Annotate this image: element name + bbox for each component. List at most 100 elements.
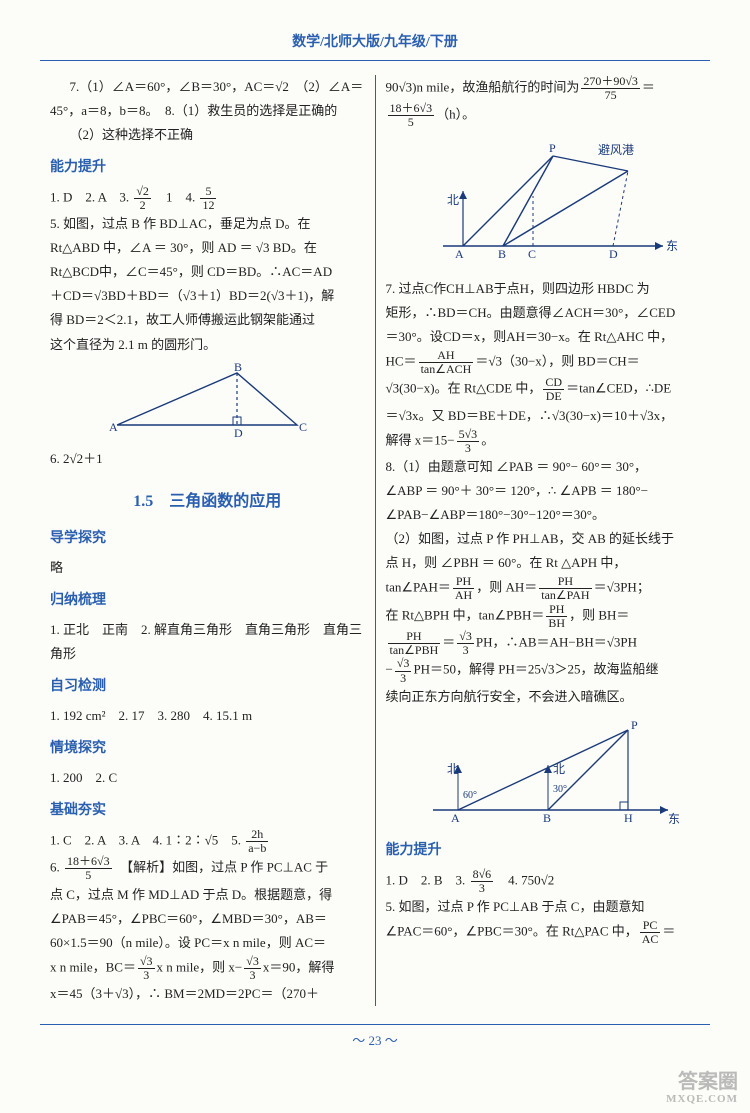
body-text: x＝45（3＋√3），∴ BM＝2MD＝2PC＝（270＋ bbox=[50, 982, 365, 1006]
svg-text:东: 东 bbox=[666, 239, 678, 253]
right-column: 90√3)n mile，故渔船航行的时间为270＋90√375＝ 18＋6√35… bbox=[376, 75, 711, 1006]
body-text: 略 bbox=[50, 556, 365, 580]
fraction: √33 bbox=[395, 657, 412, 684]
body-text: ∠ABP ＝ 90°＋ 30°＝ 120°，∴ ∠APB ＝ 180°− bbox=[386, 479, 701, 503]
watermark-text: 答案圈 bbox=[678, 1071, 738, 1093]
svg-text:30°: 30° bbox=[553, 784, 567, 795]
body-text: 点 H，则 ∠PBH ＝ 60°。在 Rt △APH 中， bbox=[386, 551, 701, 575]
fraction: √33 bbox=[457, 630, 474, 657]
fraction: AHtan∠ACH bbox=[419, 349, 474, 376]
svg-text:H: H bbox=[624, 811, 633, 825]
svg-text:北: 北 bbox=[553, 762, 565, 776]
chapter-heading: 1.5 三角函数的应用 bbox=[50, 487, 365, 517]
section-heading-guide: 导学探究 bbox=[50, 526, 365, 552]
svg-text:东: 东 bbox=[668, 812, 680, 826]
watermark: 答案圈 MXQE.COM bbox=[666, 1071, 738, 1105]
section-heading-context: 情境探究 bbox=[50, 736, 365, 762]
body-text: Rt△ABD 中，∠A ＝ 30°，则 AD ＝ √3 BD。在 bbox=[50, 236, 365, 260]
fraction: 512 bbox=[200, 185, 216, 212]
body-text: 5. 如图，过点 P 作 PC⊥AB 于点 C，由题意知 bbox=[386, 895, 701, 919]
body-text: 90√3)n mile，故渔船航行的时间为270＋90√375＝ bbox=[386, 75, 701, 102]
svg-text:60°: 60° bbox=[463, 790, 477, 801]
svg-text:D: D bbox=[609, 247, 618, 261]
header-rule bbox=[40, 60, 710, 61]
fraction: 8√63 bbox=[471, 868, 494, 895]
fraction: PHBH bbox=[546, 603, 567, 630]
body-text: 得 BD＝2＜2.1，故工人师傅搬运此钢架能通过 bbox=[50, 308, 365, 332]
fraction: 18＋6√35 bbox=[65, 855, 112, 882]
label-B: B bbox=[234, 363, 242, 374]
text: 1. D 2. A 3. bbox=[50, 190, 132, 205]
svg-text:C: C bbox=[528, 247, 536, 261]
figure-sea-patrol: A B H P 北 北 东 60° 30° bbox=[386, 715, 701, 830]
text: 6. bbox=[50, 860, 63, 875]
fraction: PHtan∠PBH bbox=[388, 630, 441, 657]
body-text: （2）这种选择不正确 bbox=[50, 123, 365, 147]
body-text: ∠PAB＝45°，∠PBC＝60°，∠MBD＝30°，AB＝ bbox=[50, 907, 365, 931]
fraction: 2ha−b bbox=[246, 828, 268, 855]
footer-rule bbox=[40, 1024, 710, 1025]
svg-text:A: A bbox=[455, 247, 464, 261]
section-heading-selfcheck: 自习检测 bbox=[50, 674, 365, 700]
body-text: √3(30−x)。在 Rt△CDE 中，CDDE＝tan∠CED，∴DE bbox=[386, 376, 701, 403]
body-text: ∠PAB−∠ABP＝180°−30°−120°＝30°。 bbox=[386, 503, 701, 527]
body-text: 7. 过点C作CH⊥AB于点H，则四边形 HBDC 为 bbox=[386, 277, 701, 301]
fraction: PHAH bbox=[453, 575, 474, 602]
fraction: √33 bbox=[138, 955, 155, 982]
fraction: PHtan∠PAH bbox=[539, 575, 591, 602]
fraction: 270＋90√375 bbox=[581, 75, 640, 102]
svg-text:A: A bbox=[451, 811, 460, 825]
svg-text:P: P bbox=[631, 718, 638, 732]
section-heading-ability-right: 能力提升 bbox=[386, 838, 701, 864]
body-text: Rt△BCD中，∠C＝45°，则 CD＝BD。∴AC＝AD bbox=[50, 260, 365, 284]
body-text: 8.（1）由题意可知 ∠PAB ＝ 90°− 60°＝ 30°， bbox=[386, 455, 701, 479]
body-text: tan∠PAH＝PHAH，则 AH＝PHtan∠PAH＝√3PH； bbox=[386, 575, 701, 602]
fraction: CDDE bbox=[543, 376, 564, 403]
fraction: √22 bbox=[134, 185, 151, 212]
watermark-url: MXQE.COM bbox=[666, 1093, 738, 1105]
label-A: A bbox=[109, 420, 118, 434]
section-heading-summary: 归纳梳理 bbox=[50, 588, 365, 614]
body-text: 解得 x＝15−5√33。 bbox=[386, 428, 701, 455]
body-text: 这个直径为 2.1 m 的圆形门。 bbox=[50, 333, 365, 357]
body-text: 6. 2√2＋1 bbox=[50, 447, 365, 471]
body-text: −√33PH＝50，解得 PH＝25√3＞25，故海监船继 bbox=[386, 657, 701, 684]
body-text: 在 Rt△BPH 中，tan∠PBH＝PHBH，则 BH＝ bbox=[386, 603, 701, 630]
svg-text:B: B bbox=[498, 247, 506, 261]
answer-line: 1. C 2. A 3. A 4. 1∶2∶√5 5. 2ha−b bbox=[50, 828, 365, 855]
fraction: √33 bbox=[244, 955, 261, 982]
body-text: 6. 18＋6√35 【解析】如图，过点 P 作 PC⊥AC 于 bbox=[50, 855, 365, 882]
svg-text:北: 北 bbox=[447, 762, 459, 776]
label-C: C bbox=[299, 420, 307, 434]
answer-line: 1. D 2. B 3. 8√63 4. 750√2 bbox=[386, 868, 701, 895]
figure-boat: A B C D P 避风港 北 东 bbox=[386, 136, 701, 271]
two-column-layout: 7.（1）∠A＝60°，∠B＝30°，AC＝√2 （2）∠A＝45°，a＝8，b… bbox=[40, 75, 710, 1006]
body-text: （2）如图，过点 P 作 PH⊥AB，交 AB 的延长线于 bbox=[386, 527, 701, 551]
body-text: x n mile，BC＝√33x n mile，则 x−√33x＝90，解得 bbox=[50, 955, 365, 982]
page-header-title: 数学/北师大版/九年级/下册 bbox=[40, 30, 710, 56]
section-heading-basic: 基础夯实 bbox=[50, 798, 365, 824]
section-heading-ability: 能力提升 bbox=[50, 155, 365, 181]
body-text: ＋CD＝√3BD＋BD＝（√3＋1）BD＝2(√3＋1)，解 bbox=[50, 284, 365, 308]
body-text: 1. 正北 正南 2. 解直角三角形 直角三角形 直角三角形 bbox=[50, 618, 365, 666]
svg-text:避风港: 避风港 bbox=[598, 143, 634, 157]
left-column: 7.（1）∠A＝60°，∠B＝30°，AC＝√2 （2）∠A＝45°，a＝8，b… bbox=[40, 75, 375, 1006]
text: 1 4. bbox=[153, 190, 199, 205]
text: 1. C 2. A 3. A 4. 1∶2∶√5 5. bbox=[50, 833, 244, 848]
fraction: 18＋6√35 bbox=[388, 102, 435, 129]
svg-text:北: 北 bbox=[447, 193, 459, 207]
figure-triangle-abd: A B C D bbox=[50, 363, 365, 441]
body-text: 续向正东方向航行安全，不会进入暗礁区。 bbox=[386, 685, 701, 709]
body-text: 矩形，∴BD＝CH。由题意得∠ACH＝30°，∠CED bbox=[386, 301, 701, 325]
label-D: D bbox=[234, 426, 243, 440]
body-text: 60×1.5＝90（n mile）。设 PC＝x n mile，则 AC＝ bbox=[50, 931, 365, 955]
svg-text:P: P bbox=[549, 141, 556, 155]
body-text: ＝30°。设CD＝x，则AH＝30−x。在 Rt△AHC 中， bbox=[386, 325, 701, 349]
body-text: ∠PAC＝60°，∠PBC＝30°。在 Rt△PAC 中，PCAC＝ bbox=[386, 919, 701, 946]
page-number: ～ 23 ～ bbox=[40, 1029, 710, 1053]
fraction: PCAC bbox=[640, 919, 661, 946]
text: 【解析】如图，过点 P 作 PC⊥AC 于 bbox=[114, 860, 329, 875]
body-text: 18＋6√35（h）。 bbox=[386, 102, 701, 129]
body-text: PHtan∠PBH＝√33PH，∴AB＝AH−BH＝√3PH bbox=[386, 630, 701, 657]
body-text: 点 C，过点 M 作 MD⊥AD 于点 D。根据题意，得 bbox=[50, 883, 365, 907]
